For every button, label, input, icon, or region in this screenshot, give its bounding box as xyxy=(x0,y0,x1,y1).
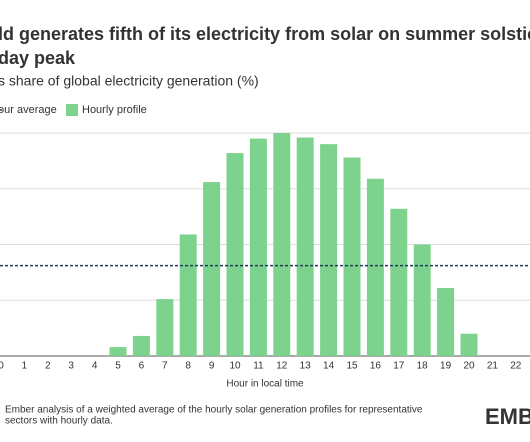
bar xyxy=(413,244,431,356)
bar xyxy=(109,347,127,356)
x-tick-label: 4 xyxy=(92,361,98,372)
chart-subtitle: s share of global electricity generation… xyxy=(0,73,259,89)
bar xyxy=(156,299,174,356)
legend-label: Hourly profile xyxy=(82,104,147,116)
x-tick-label: 5 xyxy=(115,361,121,372)
bar xyxy=(366,178,384,356)
x-tick-label: 16 xyxy=(370,361,382,372)
x-tick-label: 0 xyxy=(0,361,4,372)
source: sectors with hourly data. xyxy=(5,416,113,427)
x-tick-label: 20 xyxy=(463,361,475,372)
legend-label: our average xyxy=(0,104,57,116)
bar xyxy=(460,333,478,356)
bar xyxy=(343,157,361,356)
x-tick-label: 3 xyxy=(68,361,74,372)
x-axis-label: Hour in local time xyxy=(226,379,304,390)
x-tick-label: 22 xyxy=(510,361,522,372)
bar xyxy=(296,137,314,356)
x-tick-label: 19 xyxy=(440,361,452,372)
x-tick-label: 17 xyxy=(393,361,405,372)
bar xyxy=(273,133,291,356)
x-tick-label: 15 xyxy=(346,361,358,372)
x-tick-label: 8 xyxy=(185,361,191,372)
x-tick-label: 7 xyxy=(162,361,168,372)
x-tick-label: 10 xyxy=(229,361,241,372)
x-tick-label: 1 xyxy=(22,361,28,372)
logo: EMB xyxy=(485,404,530,429)
bar xyxy=(249,138,267,356)
bar xyxy=(390,208,408,356)
x-tick-label: 13 xyxy=(300,361,312,372)
source: Ember analysis of a weighted average of … xyxy=(5,405,423,416)
legend-swatch xyxy=(66,104,78,116)
bar xyxy=(320,144,338,356)
bar xyxy=(203,182,221,356)
x-tick-label: 11 xyxy=(253,361,264,372)
chart-title: day peak xyxy=(0,48,76,68)
x-tick-label: 18 xyxy=(417,361,429,372)
bar xyxy=(179,234,197,356)
chart-title: ld generates fifth of its electricity fr… xyxy=(0,24,530,44)
bar xyxy=(132,335,150,356)
x-tick-label: 2 xyxy=(45,361,51,372)
bar xyxy=(437,287,455,356)
x-tick-label: 6 xyxy=(139,361,145,372)
x-tick-label: 21 xyxy=(487,361,499,372)
x-tick-label: 9 xyxy=(209,361,215,372)
x-tick-label: 14 xyxy=(323,361,335,372)
bar xyxy=(226,153,244,356)
x-tick-label: 12 xyxy=(276,361,288,372)
